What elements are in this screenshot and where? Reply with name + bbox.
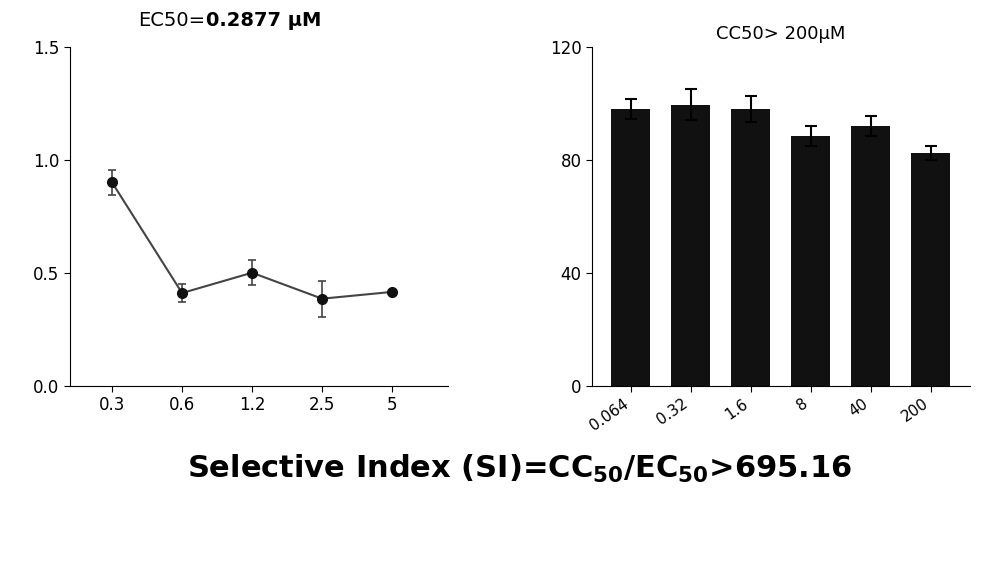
Text: Selective Index (SI)=CC$_{\mathregular{50}}$/EC$_{\mathregular{50}}$>695.16: Selective Index (SI)=CC$_{\mathregular{5… [187, 452, 853, 485]
Bar [611, 109, 650, 386]
Bar [851, 126, 890, 386]
Bar [791, 136, 830, 386]
Title: CC50> 200μM: CC50> 200μM [716, 25, 846, 43]
Text: EC50=: EC50= [138, 11, 205, 30]
Bar [731, 109, 770, 386]
Bar [671, 105, 710, 386]
Text: 0.2877 μM: 0.2877 μM [206, 11, 322, 30]
Bar [911, 153, 950, 386]
